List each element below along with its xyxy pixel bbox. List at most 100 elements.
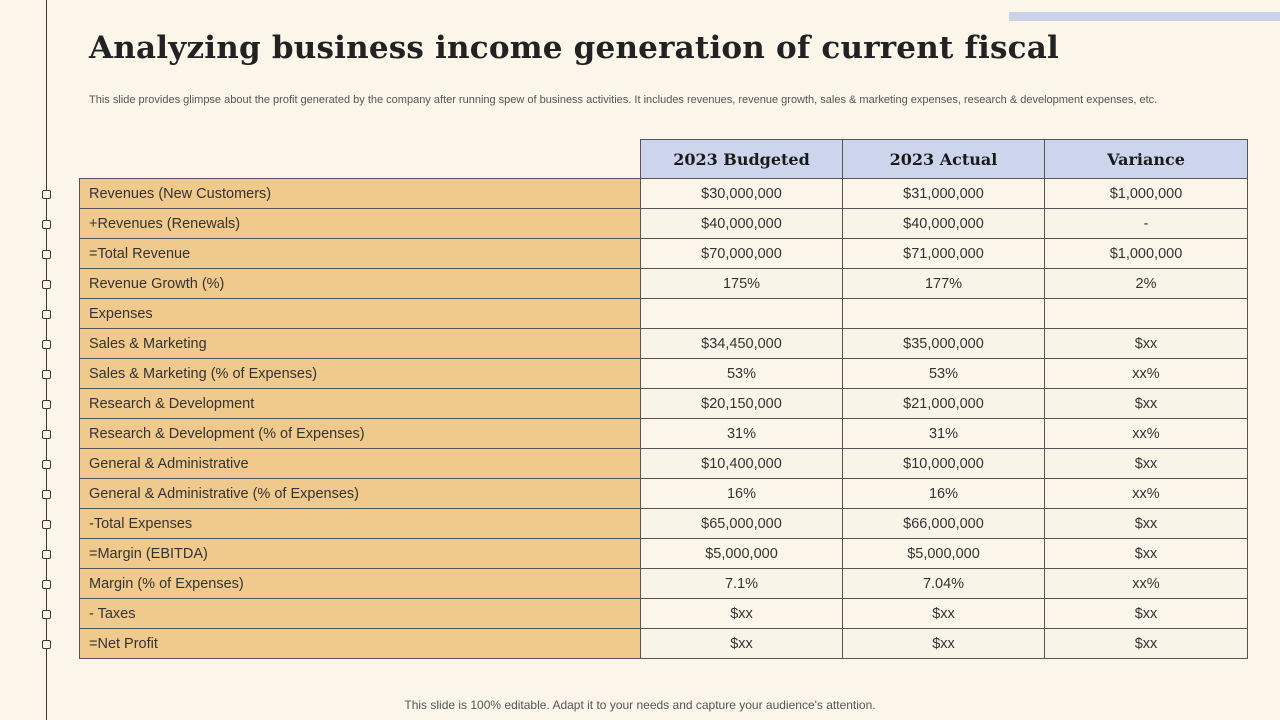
variance-value: -	[1044, 208, 1248, 239]
actual-value	[842, 298, 1045, 329]
header-blank-cell	[79, 139, 641, 179]
actual-value: $66,000,000	[842, 508, 1045, 539]
budgeted-value: $5,000,000	[640, 538, 843, 569]
actual-value: $xx	[842, 598, 1045, 629]
row-label: Revenues (New Customers)	[79, 178, 641, 209]
row-label: Sales & Marketing	[79, 328, 641, 359]
accent-bar	[1009, 12, 1280, 21]
variance-value: xx%	[1044, 358, 1248, 389]
budgeted-value: $xx	[640, 628, 843, 659]
actual-value: $5,000,000	[842, 538, 1045, 569]
variance-value: xx%	[1044, 568, 1248, 599]
budgeted-value: 16%	[640, 478, 843, 509]
row-label: =Total Revenue	[79, 238, 641, 269]
table-row: Revenue Growth (%) 175% 177% 2%	[79, 268, 1248, 299]
timeline-dot	[42, 640, 51, 649]
table-row: - Taxes $xx $xx $xx	[79, 598, 1248, 629]
row-label: +Revenues (Renewals)	[79, 208, 641, 239]
actual-value: $31,000,000	[842, 178, 1045, 209]
budgeted-value: 53%	[640, 358, 843, 389]
row-label: =Net Profit	[79, 628, 641, 659]
header-budgeted: 2023 Budgeted	[640, 139, 843, 179]
budgeted-value	[640, 298, 843, 329]
slide-subtitle: This slide provides glimpse about the pr…	[89, 94, 1158, 106]
variance-value	[1044, 298, 1248, 329]
budgeted-value: $40,000,000	[640, 208, 843, 239]
table-row: Research & Development (% of Expenses) 31…	[79, 418, 1248, 449]
row-label: Research & Development	[79, 388, 641, 419]
budgeted-value: 175%	[640, 268, 843, 299]
timeline-dot	[42, 340, 51, 349]
timeline-dot	[42, 550, 51, 559]
variance-value: $xx	[1044, 388, 1248, 419]
budgeted-value: $30,000,000	[640, 178, 843, 209]
table-row: General & Administrative $10,400,000 $10,0…	[79, 448, 1248, 479]
actual-value: 53%	[842, 358, 1045, 389]
table-header-row: 2023 Budgeted 2023 Actual Variance	[79, 139, 1248, 179]
table-row: Research & Development $20,150,000 $21,000…	[79, 388, 1248, 419]
budgeted-value: $70,000,000	[640, 238, 843, 269]
table-row: Revenues (New Customers) $30,000,000 $31,0…	[79, 178, 1248, 209]
budgeted-value: $65,000,000	[640, 508, 843, 539]
variance-value: $xx	[1044, 448, 1248, 479]
row-label: Expenses	[79, 298, 641, 329]
budgeted-value: $34,450,000	[640, 328, 843, 359]
timeline-dot	[42, 400, 51, 409]
actual-value: 7.04%	[842, 568, 1045, 599]
row-label: -Total Expenses	[79, 508, 641, 539]
variance-value: $xx	[1044, 628, 1248, 659]
actual-value: $10,000,000	[842, 448, 1045, 479]
actual-value: 31%	[842, 418, 1045, 449]
timeline-dot	[42, 490, 51, 499]
timeline-dot	[42, 280, 51, 289]
variance-value: $1,000,000	[1044, 178, 1248, 209]
row-label: - Taxes	[79, 598, 641, 629]
table-row: General & Administrative (% of Expenses)…	[79, 478, 1248, 509]
timeline-dot	[42, 610, 51, 619]
budgeted-value: 7.1%	[640, 568, 843, 599]
table-row: =Total Revenue $70,000,000 $71,000,000 $1,0…	[79, 238, 1248, 269]
variance-value: $xx	[1044, 598, 1248, 629]
timeline-dot	[42, 520, 51, 529]
timeline-dot	[42, 190, 51, 199]
variance-value: $xx	[1044, 328, 1248, 359]
variance-value: xx%	[1044, 418, 1248, 449]
timeline-dot	[42, 430, 51, 439]
header-actual: 2023 Actual	[842, 139, 1045, 179]
slide-footer: This slide is 100% editable. Adapt it to…	[404, 698, 876, 712]
row-label: =Margin (EBITDA)	[79, 538, 641, 569]
row-label: General & Administrative	[79, 448, 641, 479]
timeline-dot	[42, 460, 51, 469]
timeline-dot	[42, 220, 51, 229]
row-label: General & Administrative (% of Expenses)	[79, 478, 641, 509]
timeline-dot	[42, 370, 51, 379]
actual-value: 177%	[842, 268, 1045, 299]
actual-value: $21,000,000	[842, 388, 1045, 419]
actual-value: $71,000,000	[842, 238, 1045, 269]
actual-value: $xx	[842, 628, 1045, 659]
slide-title: Analyzing business income generation of …	[89, 30, 1059, 66]
actual-value: $35,000,000	[842, 328, 1045, 359]
header-variance: Variance	[1044, 139, 1248, 179]
timeline-line	[46, 0, 47, 720]
budgeted-value: $xx	[640, 598, 843, 629]
row-label: Research & Development (% of Expenses)	[79, 418, 641, 449]
row-label: Margin (% of Expenses)	[79, 568, 641, 599]
budgeted-value: $10,400,000	[640, 448, 843, 479]
variance-value: 2%	[1044, 268, 1248, 299]
timeline-dot	[42, 580, 51, 589]
row-label: Revenue Growth (%)	[79, 268, 641, 299]
budgeted-value: $20,150,000	[640, 388, 843, 419]
variance-value: xx%	[1044, 478, 1248, 509]
variance-value: $1,000,000	[1044, 238, 1248, 269]
row-label: Sales & Marketing (% of Expenses)	[79, 358, 641, 389]
table-row: Expenses	[79, 298, 1248, 329]
table-body: Revenues (New Customers) $30,000,000 $31,0…	[79, 178, 1248, 659]
table-row: Margin (% of Expenses) 7.1% 7.04% xx%	[79, 568, 1248, 599]
variance-value: $xx	[1044, 538, 1248, 569]
timeline-dot	[42, 250, 51, 259]
timeline-dot	[42, 310, 51, 319]
table-row: Sales & Marketing $34,450,000 $35,000,000 $…	[79, 328, 1248, 359]
table-row: =Margin (EBITDA) $5,000,000 $5,000,000 $xx	[79, 538, 1248, 569]
